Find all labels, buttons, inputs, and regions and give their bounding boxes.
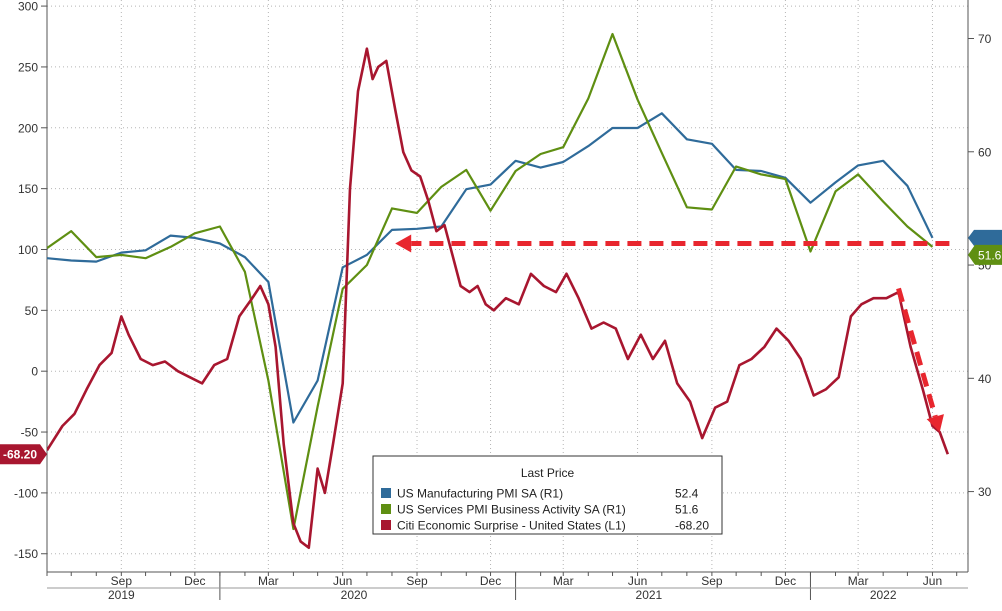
legend: Last Price US Manufacturing PMI SA (R1) 52… bbox=[372, 455, 723, 535]
legend-swatch bbox=[381, 488, 391, 498]
legend-entry-name: US Manufacturing PMI SA (R1) bbox=[397, 487, 563, 501]
y-left-tick-label: 150 bbox=[18, 182, 38, 196]
legend-swatch bbox=[381, 504, 391, 514]
y-right-tick-label: 70 bbox=[978, 32, 992, 46]
series-line-us-services-pmi-business-activity-sa bbox=[47, 32, 934, 531]
x-year-label: 2019 bbox=[108, 588, 135, 602]
x-month-label: Dec bbox=[775, 574, 796, 588]
axes: 300250200150100500-50-100-1507060504030S… bbox=[14, 0, 992, 602]
x-month-label: Jun bbox=[333, 574, 352, 588]
y-left-tick-label: 250 bbox=[18, 60, 38, 74]
y-left-tick-label: 200 bbox=[18, 121, 38, 135]
right-value-callout-blue bbox=[968, 229, 1002, 246]
series-line-us-manufacturing-pmi-sa bbox=[47, 112, 934, 424]
y-left-tick-label: 0 bbox=[31, 365, 38, 379]
legend-entry-name: US Services PMI Business Activity SA (R1… bbox=[397, 503, 626, 517]
x-month-label: Sep bbox=[701, 574, 723, 588]
y-right-tick-label: 40 bbox=[978, 372, 992, 386]
y-right-tick-label: 60 bbox=[978, 145, 992, 159]
right-value-callout-label: 51.6 bbox=[978, 248, 1002, 262]
x-year-label: 2020 bbox=[341, 588, 368, 602]
x-month-label: Dec bbox=[480, 574, 501, 588]
y-left-tick-label: 100 bbox=[18, 243, 38, 257]
x-year-label: 2021 bbox=[636, 588, 663, 602]
legend-entry-name: Citi Economic Surprise - United States (… bbox=[397, 519, 626, 533]
series-layer bbox=[47, 32, 950, 550]
legend-title: Last Price bbox=[521, 466, 575, 480]
x-month-label: Mar bbox=[848, 574, 869, 588]
x-month-label: Dec bbox=[184, 574, 205, 588]
legend-swatch bbox=[381, 520, 391, 530]
y-left-tick-label: 300 bbox=[18, 0, 38, 14]
x-month-label: Jun bbox=[628, 574, 647, 588]
legend-entry-value: 52.4 bbox=[675, 487, 699, 501]
left-value-callout-label: -68.20 bbox=[3, 448, 37, 462]
legend-entry-value: 51.6 bbox=[675, 503, 699, 517]
series-line-citi-economic-surprise-united-states bbox=[47, 47, 950, 550]
legend-entry-value: -68.20 bbox=[675, 519, 709, 533]
y-right-tick-label: 30 bbox=[978, 485, 992, 499]
y-left-tick-label: 50 bbox=[25, 304, 39, 318]
annotation-arrow-head-left bbox=[395, 234, 412, 253]
annotation-arrow-head-down bbox=[926, 414, 944, 433]
left-value-callout bbox=[0, 444, 47, 465]
y-left-tick-label: -150 bbox=[14, 547, 38, 561]
right-value-callout-green bbox=[968, 244, 1002, 265]
value-callouts: -68.20 51.6 bbox=[0, 229, 1002, 465]
x-month-label: Mar bbox=[553, 574, 574, 588]
x-month-label: Jun bbox=[923, 574, 942, 588]
y-left-tick-label: -50 bbox=[21, 426, 39, 440]
y-left-tick-label: -100 bbox=[14, 486, 38, 500]
legend-box bbox=[372, 455, 723, 535]
x-month-label: Mar bbox=[258, 574, 279, 588]
x-year-label: 2022 bbox=[870, 588, 897, 602]
x-month-label: Sep bbox=[111, 574, 133, 588]
annotation-arrow-shaft-down bbox=[896, 287, 938, 418]
annotations-layer bbox=[395, 234, 950, 433]
x-month-label: Sep bbox=[406, 574, 428, 588]
